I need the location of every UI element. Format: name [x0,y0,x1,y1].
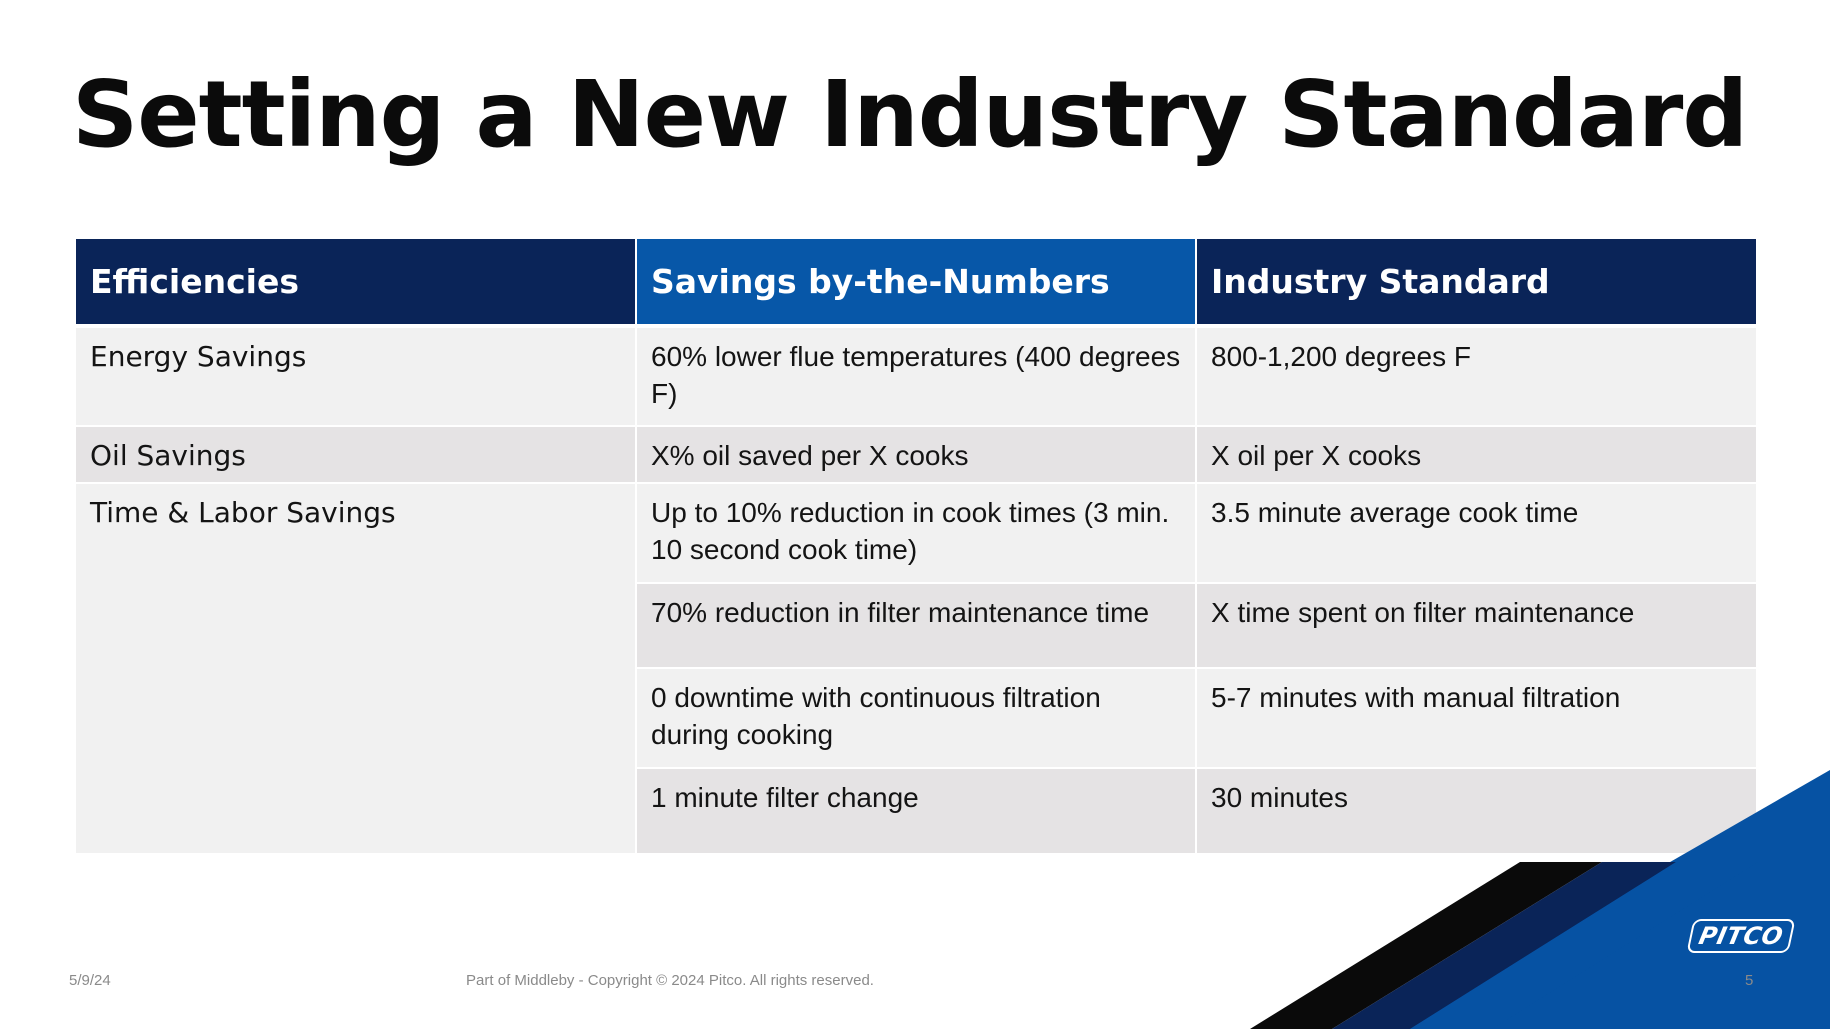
category-cell: Time & Labor Savings [76,483,637,855]
table-row: Energy Savings 60% lower flue temperatur… [76,326,1756,427]
corner-navy-stripe [1332,862,1676,1029]
savings-cell: 70% reduction in filter maintenance time [636,583,1197,669]
page-number: 5 [1745,972,1754,989]
table-row: 0 downtime with continuous filtration du… [76,668,1756,769]
category-cell: Energy Savings [76,326,637,427]
header-efficiencies: Efficiencies [76,239,637,328]
category-cell: Oil Savings [76,426,637,484]
standard-cell: 3.5 minute average cook time [1196,483,1756,584]
standard-cell: X oil per X cooks [1196,426,1756,484]
savings-cell: 0 downtime with continuous filtration du… [636,668,1197,769]
pitco-logo: PITCO [1686,919,1796,953]
corner-black-stripe [1250,862,1602,1029]
savings-cell: Up to 10% reduction in cook times (3 min… [636,483,1197,584]
corner-blue-stripe [1410,862,1758,1029]
standard-cell: 30 minutes [1196,768,1756,855]
slide-title: Setting a New Industry Standard [72,61,1748,168]
table-row: Time & Labor Savings Up to 10% reduction… [76,483,1756,855]
comparison-table: Efficiencies Savings by-the-Numbers Indu… [76,239,1756,855]
footer-date: 5/9/24 [69,972,111,989]
standard-cell: X time spent on filter maintenance [1196,583,1756,669]
table-row: Oil Savings X% oil saved per X cooks X o… [76,426,1756,484]
standard-cell: 5-7 minutes with manual filtration [1196,668,1756,769]
savings-cell: 1 minute filter change [636,768,1197,855]
savings-cell: 60% lower flue temperatures (400 degrees… [636,326,1197,427]
footer-copyright-text: Part of Middleby - Copyright © 2024 Pitc… [466,972,874,989]
footer-copyright: Part of Middleby - Copyright © 2024 Pitc… [0,972,1340,989]
header-savings: Savings by-the-Numbers [636,239,1197,328]
table-header-row: Efficiencies Savings by-the-Numbers Indu… [76,239,1756,328]
table-row: 1 minute filter change 30 minutes [76,768,1756,855]
standard-cell: 800-1,200 degrees F [1196,326,1756,427]
savings-cell: X% oil saved per X cooks [636,426,1197,484]
table-row: 70% reduction in filter maintenance time… [76,583,1756,669]
header-industry-standard: Industry Standard [1196,239,1756,328]
